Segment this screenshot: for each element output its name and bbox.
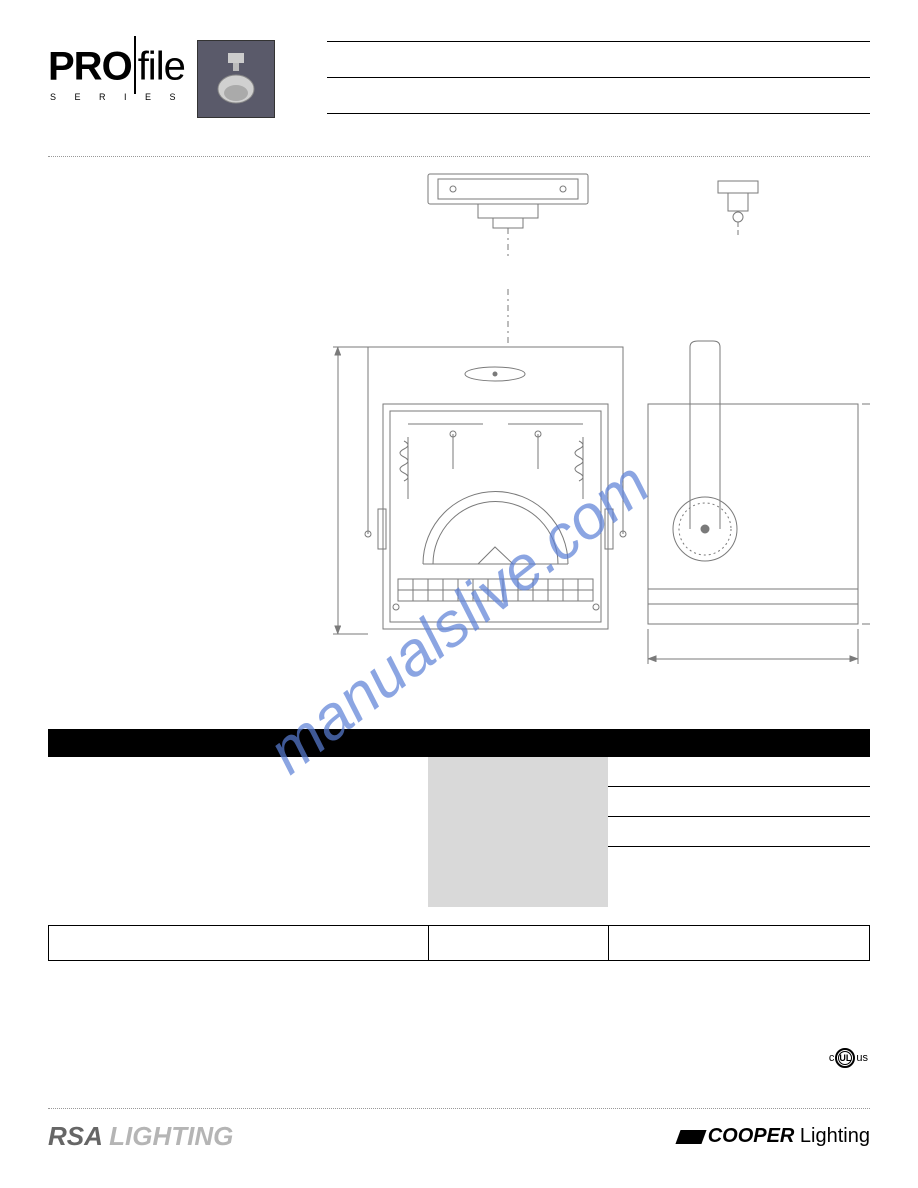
ul-listed-mark: c UL us [829,1048,868,1068]
header-line-2 [327,76,870,78]
table-cell-3 [609,926,869,960]
thumbnail-icon [206,49,266,109]
info-shaded-column [428,757,608,907]
info-row-2 [608,815,870,817]
ordering-table [48,925,870,961]
header-line-3 [327,112,870,114]
header-line-1 [327,40,870,42]
product-thumbnail [197,40,275,118]
cooper-mark-icon [675,1130,706,1144]
technical-diagram [48,169,870,709]
footer: RSA LIGHTING COOPER Lighting [48,1108,870,1152]
page-root: PROfile S E R I E S [0,0,918,1188]
info-row-1 [608,785,870,787]
info-left-spacer [48,757,428,907]
logo-divider [134,36,136,94]
logo-file: file [138,45,185,89]
profile-logo: PROfile S E R I E S [48,40,185,102]
ul-right: us [856,1052,868,1064]
table-cell-2 [429,926,609,960]
table-cell-1 [49,926,429,960]
rsa-lighting-logo: RSA LIGHTING [48,1121,233,1152]
rsa-bold: RSA [48,1121,102,1151]
rsa-light: LIGHTING [102,1121,233,1151]
header: PROfile S E R I E S [48,40,870,148]
logo-pro: PRO [48,45,132,89]
section-black-bar [48,729,870,757]
cooper-bold: COOPER [708,1125,795,1147]
dotted-separator-top [48,156,870,157]
info-block [48,757,870,907]
cooper-lighting-logo: COOPER Lighting [678,1125,870,1148]
cooper-light: Lighting [794,1125,870,1147]
header-right-lines [327,40,870,148]
ul-circle-icon: UL [835,1048,855,1068]
info-right-lines [608,757,870,907]
ul-left: c [829,1052,835,1064]
info-row-3 [608,845,870,847]
